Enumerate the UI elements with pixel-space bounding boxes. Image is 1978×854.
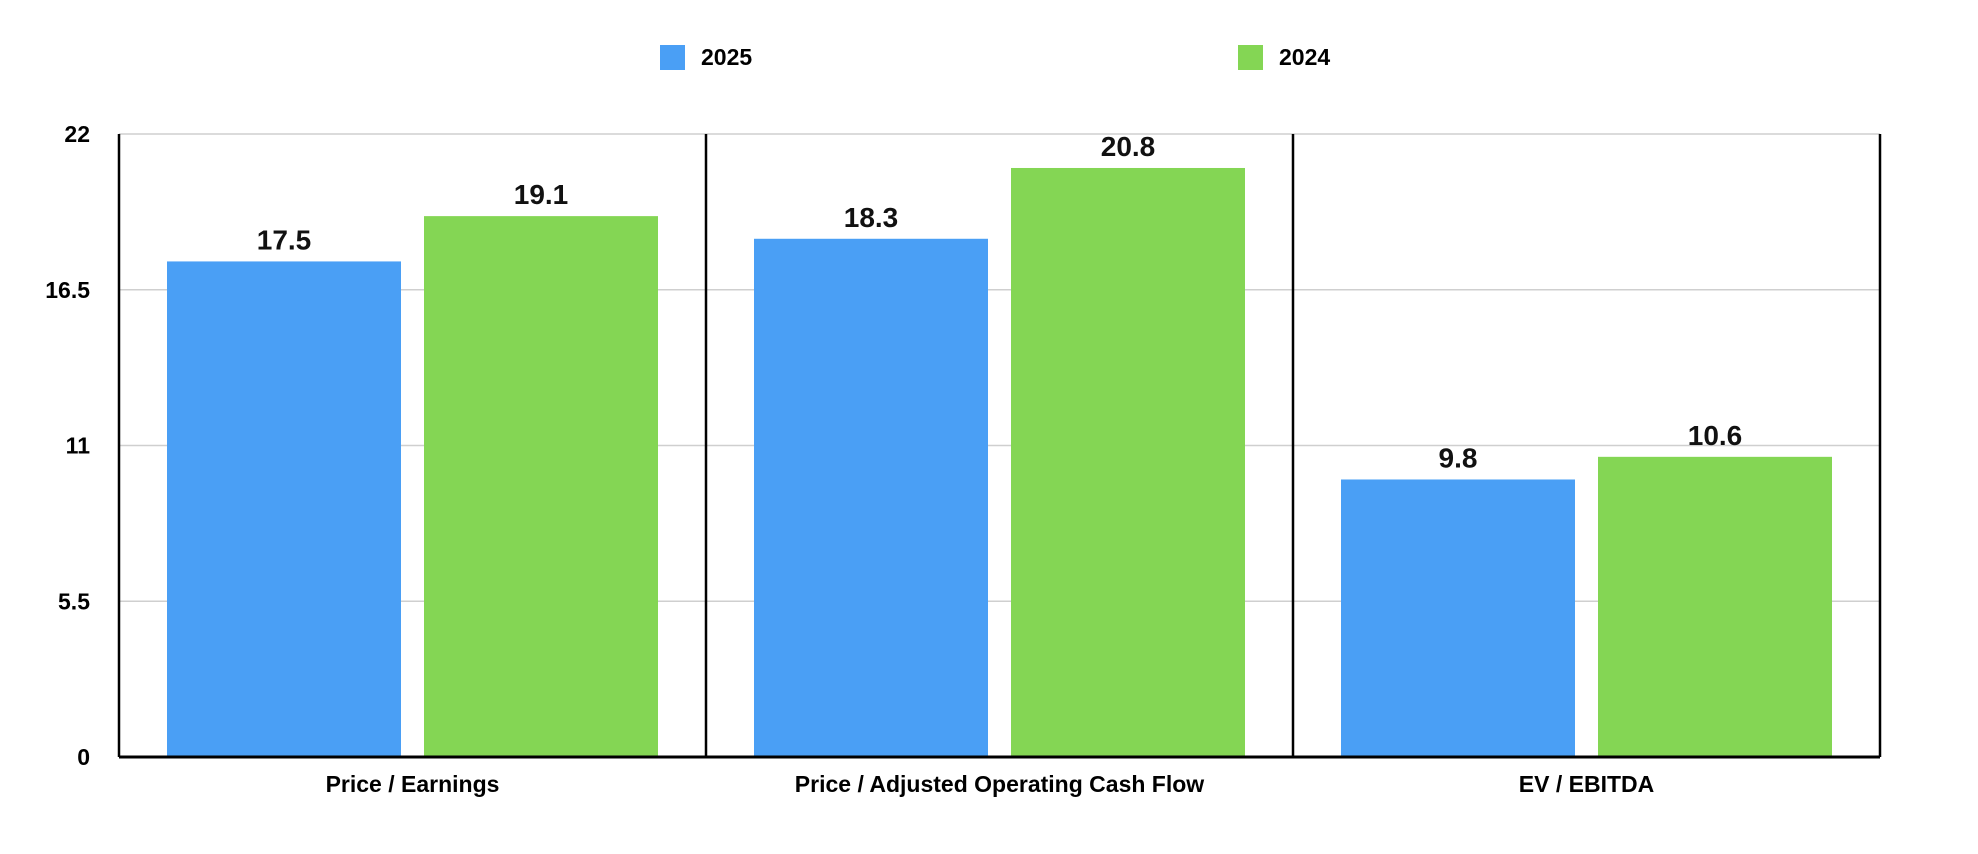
y-tick-label: 0 — [77, 744, 90, 770]
x-category-label: Price / Adjusted Operating Cash Flow — [795, 771, 1204, 797]
chart-legend: 2025 2024 — [0, 44, 1978, 74]
legend-label-series-2: 2024 — [1279, 44, 1331, 70]
x-category-label: EV / EBITDA — [1519, 771, 1654, 797]
bar — [167, 261, 401, 757]
data-label: 9.8 — [1439, 442, 1478, 473]
y-tick-label: 11 — [66, 433, 91, 459]
bar — [1341, 479, 1575, 757]
data-label: 17.5 — [257, 224, 312, 255]
data-label: 18.3 — [844, 202, 899, 233]
legend-swatch-series-1 — [660, 45, 685, 70]
legend-item-series-2: 2024 — [1238, 44, 1330, 71]
data-label: 20.8 — [1101, 131, 1156, 162]
bar — [754, 238, 988, 757]
y-tick-label: 5.5 — [58, 588, 90, 614]
data-label: 19.1 — [514, 179, 569, 210]
y-tick-label: 16.5 — [45, 277, 90, 303]
legend-label-series-1: 2025 — [701, 44, 753, 70]
bar — [424, 216, 658, 757]
x-category-label: Price / Earnings — [326, 771, 500, 797]
bar — [1598, 456, 1832, 757]
legend-swatch-series-2 — [1238, 45, 1263, 70]
bar — [1011, 167, 1245, 757]
y-tick-label: 22 — [64, 121, 90, 147]
legend-item-series-1: 2025 — [660, 44, 752, 71]
data-label: 10.6 — [1688, 420, 1743, 451]
